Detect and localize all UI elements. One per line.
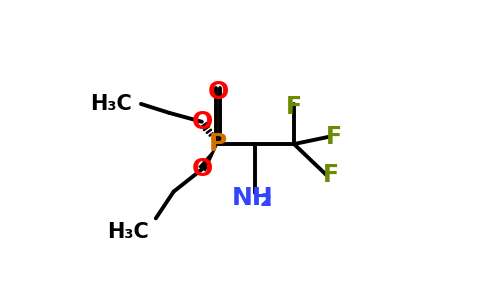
- Text: O: O: [191, 157, 212, 181]
- Text: H₃C: H₃C: [106, 222, 149, 242]
- Text: F: F: [323, 163, 339, 187]
- Text: F: F: [326, 124, 342, 148]
- Text: H₃C: H₃C: [91, 94, 132, 114]
- Polygon shape: [198, 144, 218, 172]
- Text: O: O: [208, 80, 229, 104]
- Text: 2: 2: [260, 191, 272, 209]
- Text: NH: NH: [231, 186, 273, 210]
- Text: P: P: [209, 132, 227, 156]
- Text: F: F: [286, 95, 302, 119]
- Text: O: O: [191, 110, 212, 134]
